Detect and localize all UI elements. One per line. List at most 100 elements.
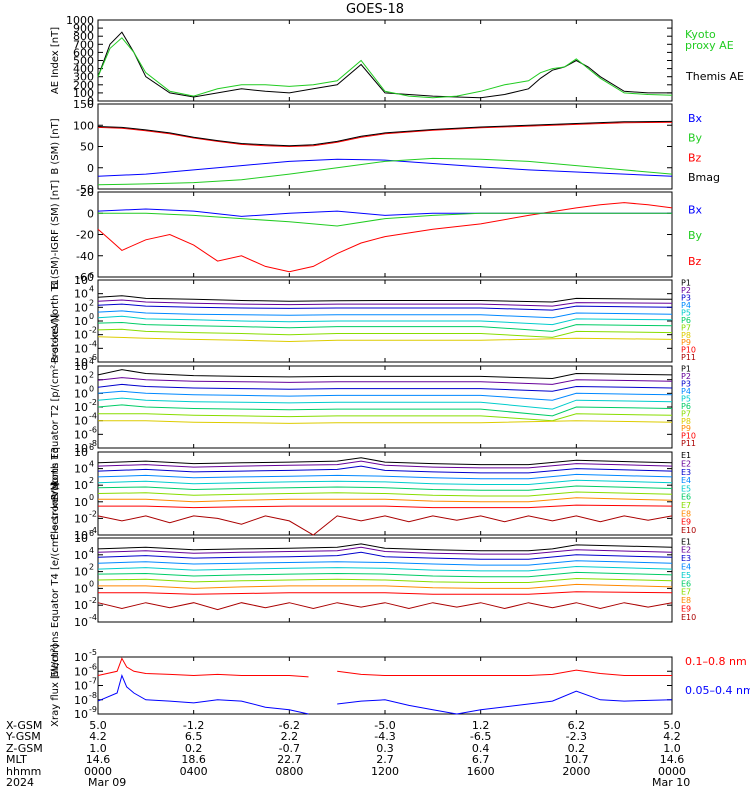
y-tick-exponent: 0 xyxy=(89,579,94,588)
footer-cell: 5.0 xyxy=(89,719,107,732)
y-tick-exponent: 2 xyxy=(89,563,94,572)
y-axis-label: Protons Equator T2 [p/(cm²-s-sr-keV)] xyxy=(50,314,61,501)
y-axis-label: B (SM) [nT] xyxy=(50,118,61,174)
y-tick-label: 200 xyxy=(73,79,94,92)
y-tick-label: 10 xyxy=(74,428,88,441)
footer-cell: 0400 xyxy=(180,765,208,778)
series-line xyxy=(337,690,673,715)
series-line xyxy=(97,457,673,466)
legend-entry: E4 xyxy=(681,476,691,485)
y-axis-label: Electrons North T3 xyxy=(50,447,61,540)
y-tick-exponent: -8 xyxy=(89,439,97,448)
panel-2: -50 0 50 100 150 B (SM) [nT] Bx By Bz Bmag xyxy=(50,98,720,196)
series-line xyxy=(97,315,673,326)
y-tick-exponent: -4 xyxy=(89,613,97,622)
y-tick-exponent: -2 xyxy=(89,398,97,407)
legend-entry: E1 xyxy=(681,537,691,546)
footer-cell: 1.0 xyxy=(663,742,681,755)
legend-entry: Bx xyxy=(688,112,703,125)
series-line xyxy=(97,491,673,497)
y-tick-exponent: -5 xyxy=(89,648,97,657)
footer-row-label: hhmm xyxy=(6,765,41,778)
y-tick-exponent: 6 xyxy=(89,271,94,280)
footer-cell: 6.5 xyxy=(185,730,203,743)
panel-frame xyxy=(97,103,673,190)
series-line xyxy=(97,404,673,417)
series-line xyxy=(97,328,673,338)
legend-entry: E6 xyxy=(681,579,691,588)
series-line xyxy=(97,602,673,611)
series-line xyxy=(97,303,673,311)
y-axis-label: Electrons Equator T4 [e/(cm²-s-sr-keV)] xyxy=(50,482,61,677)
series-line xyxy=(97,31,672,99)
legend-entry: E1 xyxy=(681,451,691,460)
y-tick-label: 10 xyxy=(74,599,88,612)
y-tick-label: 900 xyxy=(73,22,94,35)
legend-entry: proxy AE xyxy=(685,39,734,52)
footer-cell: 2000 xyxy=(562,765,590,778)
legend-entry: P4 xyxy=(681,301,691,310)
y-tick-label: 1000 xyxy=(66,14,94,27)
y-tick-exponent: 2 xyxy=(89,476,94,485)
y-tick-label: 10 xyxy=(74,582,88,595)
legend-entry: Kyoto xyxy=(685,28,716,41)
y-tick-label: 10 xyxy=(74,415,88,428)
series-line xyxy=(97,336,673,343)
series-line xyxy=(97,560,673,566)
y-tick-label: 150 xyxy=(73,98,94,111)
panel-frame xyxy=(97,19,673,102)
panel-frame xyxy=(97,656,673,715)
y-tick-label: 500 xyxy=(73,55,94,68)
y-tick-exponent: -8 xyxy=(89,691,97,700)
footer-cell: -1.2 xyxy=(183,719,204,732)
footer-cell: -5.0 xyxy=(374,719,395,732)
legend-entry: Bx xyxy=(688,203,703,216)
legend-entry: E7 xyxy=(681,501,691,510)
legend-entry: P7 xyxy=(681,409,691,418)
footer-cell: 0.3 xyxy=(376,742,394,755)
y-tick-label: 10 xyxy=(74,566,88,579)
footer-row-label: X-GSM xyxy=(6,719,42,732)
y-tick-label: 10 xyxy=(74,665,88,678)
footer-row-label: MLT xyxy=(6,753,27,766)
y-axis-label: Xray flux [W/m²] xyxy=(50,644,61,727)
footer-cell: 0.2 xyxy=(568,742,586,755)
series-line xyxy=(97,202,673,273)
footer-cell: 6.7 xyxy=(472,753,490,766)
y-tick-label: 10 xyxy=(74,694,88,707)
legend-entry: E8 xyxy=(681,509,691,518)
legend-entry: By xyxy=(688,229,703,242)
y-tick-exponent: -6 xyxy=(89,425,97,434)
legend-entry: E3 xyxy=(681,468,691,477)
footer-cell: -6.5 xyxy=(470,730,491,743)
y-tick-label: 0 xyxy=(87,162,94,175)
y-tick-label: 10 xyxy=(74,342,88,355)
footer-cell: 18.6 xyxy=(181,753,206,766)
series-line xyxy=(97,479,673,485)
y-tick-label: 0 xyxy=(87,207,94,220)
legend-entry: E7 xyxy=(681,588,691,597)
legend-entry: Bmag xyxy=(688,171,720,184)
series-line xyxy=(98,212,672,227)
y-axis-label: AE Index [nT] xyxy=(50,27,61,94)
y-tick-label: 10 xyxy=(74,512,88,525)
footer-cell: 0000 xyxy=(84,765,112,778)
y-tick-label: 10 xyxy=(74,442,88,455)
y-tick-label: 10 xyxy=(74,708,88,721)
y-tick-exponent: -2 xyxy=(89,326,97,335)
series-line xyxy=(97,157,673,186)
y-tick-exponent: 2 xyxy=(89,371,94,380)
footer-cell: -6.2 xyxy=(279,719,300,732)
legend-entry: By xyxy=(688,132,703,145)
y-tick-label: 10 xyxy=(74,274,88,287)
footer-cell: 1600 xyxy=(467,765,495,778)
y-tick-label: 600 xyxy=(73,46,94,59)
y-tick-label: 10 xyxy=(74,301,88,314)
panel-3: -60 -40 -20 0 20 B (SM)-IGRF (SM) [nT] Bx By Bz xyxy=(50,180,703,289)
y-tick-label: 10 xyxy=(74,496,88,509)
